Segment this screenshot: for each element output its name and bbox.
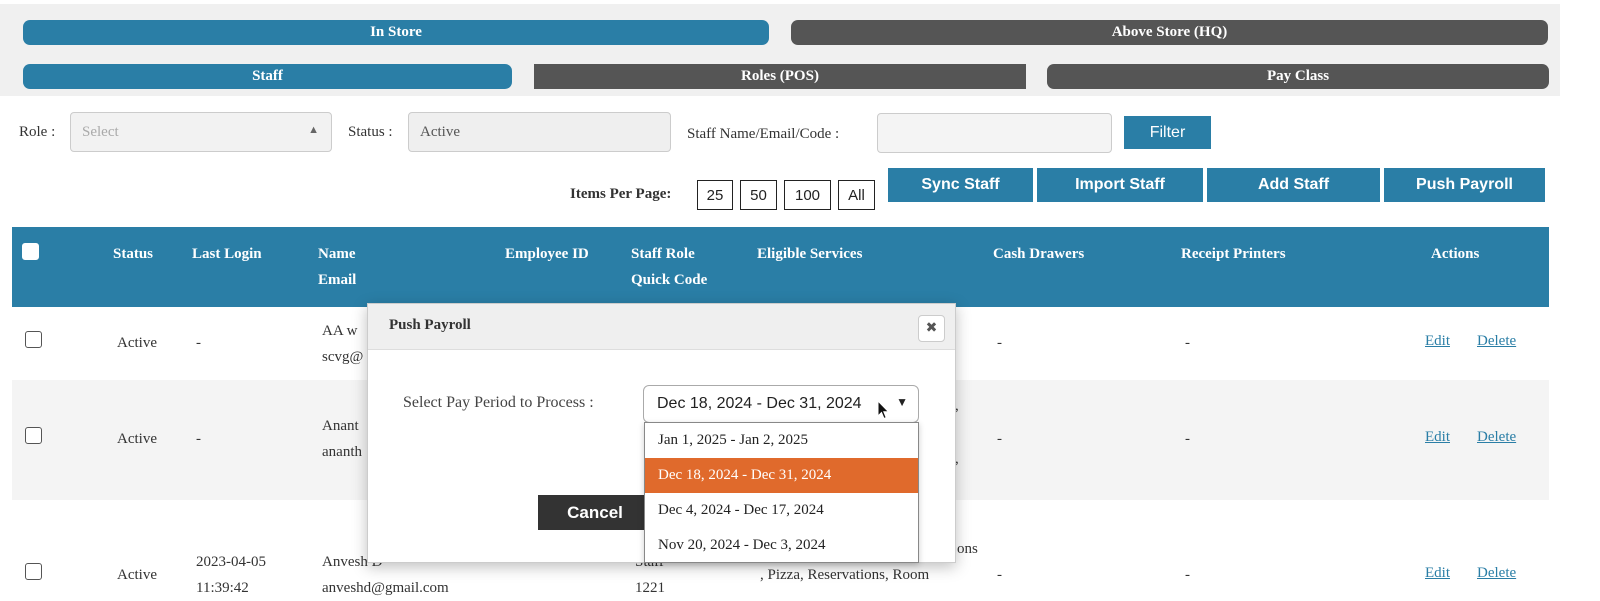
pay-period-option-selected[interactable]: Dec 18, 2024 - Dec 31, 2024 xyxy=(645,458,918,493)
role-label: Role : xyxy=(19,123,56,140)
pay-period-label: Select Pay Period to Process : xyxy=(403,394,594,411)
row-last-login-time: 11:39:42 xyxy=(196,580,249,596)
header-name: Name xyxy=(318,246,356,262)
header-quick-code: Quick Code xyxy=(631,272,708,288)
tab-above-store[interactable]: Above Store (HQ) xyxy=(791,20,1548,45)
tab-in-store[interactable]: In Store xyxy=(23,20,769,45)
status-select-value: Active xyxy=(420,123,460,140)
row-delete-link[interactable]: Delete xyxy=(1477,565,1517,581)
row-name: AA w xyxy=(322,323,358,339)
row-services-fragment: , xyxy=(955,398,959,414)
row-checkbox[interactable] xyxy=(25,331,42,348)
cancel-button[interactable]: Cancel xyxy=(538,495,652,530)
tab-pay-class[interactable]: Pay Class xyxy=(1047,64,1549,89)
close-icon[interactable]: ✖ xyxy=(918,315,945,342)
push-payroll-button[interactable]: Push Payroll xyxy=(1384,168,1545,202)
role-select-value: Select xyxy=(82,123,119,140)
header-status: Status xyxy=(113,246,154,262)
pay-period-select-value: Dec 18, 2024 - Dec 31, 2024 xyxy=(657,395,862,412)
header-email: Email xyxy=(318,272,357,288)
header-last-login: Last Login xyxy=(192,246,262,262)
row-last-login: - xyxy=(196,335,201,351)
header-staff-role: Staff Role xyxy=(631,246,695,262)
header-cash-drawers: Cash Drawers xyxy=(993,246,1085,262)
row-edit-link[interactable]: Edit xyxy=(1425,565,1450,581)
row-edit-link[interactable]: Edit xyxy=(1425,333,1450,349)
tab-roles[interactable]: Roles (POS) xyxy=(534,64,1026,89)
filter-button[interactable]: Filter xyxy=(1124,116,1211,149)
table-header xyxy=(12,227,1549,307)
row-receipt-printers: - xyxy=(1185,335,1190,351)
status-select[interactable]: Active xyxy=(408,112,671,152)
status-label: Status : xyxy=(348,123,393,140)
mouse-pointer-icon xyxy=(877,400,890,420)
header-eligible-services: Eligible Services xyxy=(757,246,863,262)
pay-period-option[interactable]: Jan 1, 2025 - Jan 2, 2025 xyxy=(658,432,808,448)
role-select[interactable]: Select ▲ xyxy=(70,112,332,152)
row-checkbox[interactable] xyxy=(25,563,42,580)
pay-period-dropdown: Jan 1, 2025 - Jan 2, 2025 Dec 18, 2024 -… xyxy=(644,422,919,563)
row-last-login: - xyxy=(196,431,201,447)
row-status: Active xyxy=(117,431,157,447)
per-page-25[interactable]: 25 xyxy=(697,180,733,210)
row-eligible-services: , Pizza, Reservations, Room xyxy=(760,567,930,583)
per-page-50[interactable]: 50 xyxy=(740,180,777,210)
header-employee-id: Employee ID xyxy=(505,246,589,262)
modal-title: Push Payroll xyxy=(389,317,471,333)
row-name: Anant xyxy=(322,418,359,434)
header-actions: Actions xyxy=(1431,246,1480,262)
row-quick-code: 1221 xyxy=(635,580,665,596)
items-per-page-label: Items Per Page: xyxy=(570,185,672,202)
pay-period-option[interactable]: Nov 20, 2024 - Dec 3, 2024 xyxy=(658,537,826,553)
row-email: anveshd@gmail.com xyxy=(322,580,449,596)
chevron-down-icon: ▼ xyxy=(896,395,908,409)
per-page-100[interactable]: 100 xyxy=(784,180,831,210)
row-cash-drawers: - xyxy=(997,431,1002,447)
row-delete-link[interactable]: Delete xyxy=(1477,429,1517,445)
header-receipt-printers: Receipt Printers xyxy=(1181,246,1286,262)
staff-search-label: Staff Name/Email/Code : xyxy=(687,125,840,142)
row-edit-link[interactable]: Edit xyxy=(1425,429,1450,445)
modal-header xyxy=(368,304,955,350)
row-services-fragment: ons xyxy=(957,541,978,557)
chevron-up-icon: ▲ xyxy=(308,124,319,136)
row-cash-drawers: - xyxy=(997,335,1002,351)
row-checkbox[interactable] xyxy=(25,427,42,444)
import-staff-button[interactable]: Import Staff xyxy=(1037,168,1203,202)
pay-period-select[interactable]: Dec 18, 2024 - Dec 31, 2024 ▼ xyxy=(643,385,919,423)
row-receipt-printers: - xyxy=(1185,567,1190,583)
row-cash-drawers: - xyxy=(997,567,1002,583)
row-services-fragment: , xyxy=(955,451,959,467)
staff-search-input[interactable] xyxy=(877,113,1112,153)
add-staff-button[interactable]: Add Staff xyxy=(1207,168,1380,202)
row-receipt-printers: - xyxy=(1185,431,1190,447)
sync-staff-button[interactable]: Sync Staff xyxy=(888,168,1033,202)
row-status: Active xyxy=(117,335,157,351)
pay-period-option[interactable]: Dec 4, 2024 - Dec 17, 2024 xyxy=(658,502,824,518)
per-page-all[interactable]: All xyxy=(838,180,875,210)
tab-staff[interactable]: Staff xyxy=(23,64,512,89)
row-last-login: 2023-04-05 xyxy=(196,554,266,570)
row-email: ananth xyxy=(322,444,362,460)
row-status: Active xyxy=(117,567,157,583)
row-email: scvg@ xyxy=(322,349,364,365)
select-all-checkbox[interactable] xyxy=(22,243,39,260)
row-delete-link[interactable]: Delete xyxy=(1477,333,1517,349)
